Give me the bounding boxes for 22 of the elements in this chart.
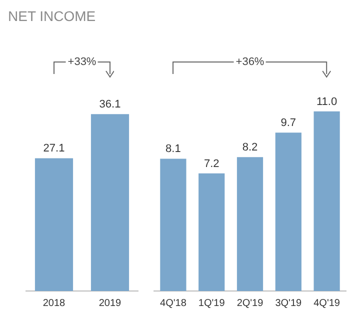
bar (236, 157, 264, 291)
x-tick-label: 2Q'19 (236, 298, 264, 309)
x-tick-label: 1Q'19 (198, 298, 226, 309)
bar (314, 111, 340, 291)
bar (198, 173, 225, 291)
bar (160, 158, 186, 291)
x-tick-label: 3Q'19 (275, 298, 302, 309)
x-tick-label: 4Q'19 (314, 298, 340, 309)
data-label: 9.7 (280, 117, 296, 130)
text: +36% (234, 56, 266, 68)
data-label: 8.2 (242, 142, 258, 154)
data-label: 11.0 (316, 96, 338, 108)
x-tick-label: 2018 (42, 298, 66, 309)
data-label: 27.1 (43, 142, 65, 155)
bar (275, 132, 302, 291)
data-label: 36.1 (99, 98, 121, 111)
data-label: 8.1 (166, 143, 181, 156)
x-tick-label: 2019 (98, 298, 122, 309)
data-label: 7.2 (204, 158, 220, 170)
text: +33% (66, 56, 98, 68)
chart-title: NET INCOME (8, 8, 96, 24)
x-tick-label: 4Q'18 (160, 298, 187, 309)
